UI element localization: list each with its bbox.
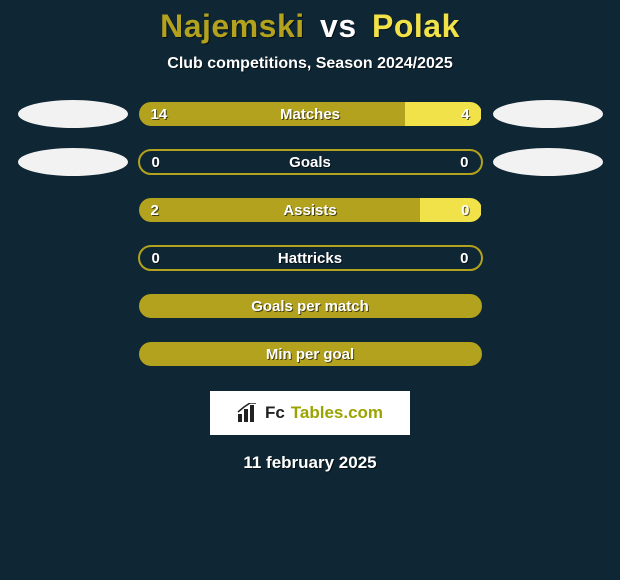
bar-segment-right	[405, 102, 481, 126]
logo-text-1: Fc	[265, 403, 285, 423]
stat-row: Min per goal	[0, 341, 620, 367]
player2-ellipse	[493, 100, 603, 128]
player1-ellipse	[18, 100, 128, 128]
stat-rows: Matches144Goals00Assists20Hattricks00Goa…	[0, 101, 620, 367]
stat-label: Goals	[140, 154, 481, 171]
stat-row: Goals0 0	[0, 149, 620, 175]
stat-row: Hattricks0 0	[0, 245, 620, 271]
subtitle: Club competitions, Season 2024/2025	[0, 55, 620, 73]
stat-bar: Hattricks0 0	[138, 245, 483, 271]
comparison-infographic: Najemski vs Polak Club competitions, Sea…	[0, 0, 620, 580]
stat-bar: Assists20	[138, 197, 483, 223]
stat-value-right: 0	[460, 151, 468, 173]
date: 11 february 2025	[0, 453, 620, 473]
title-vs: vs	[320, 8, 357, 44]
stat-value-left: 0	[152, 151, 160, 173]
title-player1: Najemski	[160, 8, 305, 44]
logo-text-2: Tables.com	[291, 403, 383, 423]
bar-segment-left	[139, 102, 406, 126]
stat-value-left: 0	[152, 247, 160, 269]
stat-bar: Min per goal	[138, 341, 483, 367]
stat-row: Goals per match	[0, 293, 620, 319]
logo-box: Fc Tables.com	[210, 391, 410, 435]
stat-row: Matches144	[0, 101, 620, 127]
stat-row: Assists20	[0, 197, 620, 223]
stat-bar: Goals per match	[138, 293, 483, 319]
bar-segment-left	[139, 198, 420, 222]
bar-chart-icon	[237, 403, 259, 423]
player1-ellipse	[18, 148, 128, 176]
bar-segment-left	[139, 342, 482, 366]
stat-value-right: 0	[460, 247, 468, 269]
stat-label: Hattricks	[140, 250, 481, 267]
bar-segment-left	[139, 294, 482, 318]
bar-segment-right	[420, 198, 482, 222]
stat-bar: Goals0 0	[138, 149, 483, 175]
title-player2: Polak	[372, 8, 460, 44]
stat-bar: Matches144	[138, 101, 483, 127]
title: Najemski vs Polak	[0, 8, 620, 45]
player2-ellipse	[493, 148, 603, 176]
